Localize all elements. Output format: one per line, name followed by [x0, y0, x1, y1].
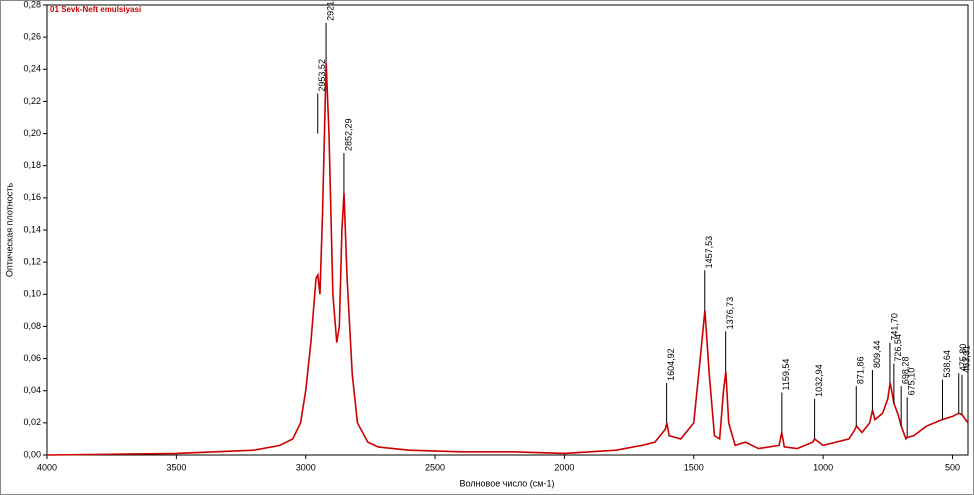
peak-label: 538,64: [942, 350, 952, 378]
y-tick-label: 0,14: [23, 224, 41, 234]
plot-area: [46, 4, 969, 456]
x-tick-label: 3500: [166, 462, 186, 472]
y-tick-label: 0,28: [23, 0, 41, 9]
x-tick-label: 4000: [37, 462, 57, 472]
y-tick-label: 0,22: [23, 96, 41, 106]
y-tick-label: 0,08: [23, 321, 41, 331]
x-tick-label: 1000: [813, 462, 833, 472]
peak-label: 1032,94: [814, 364, 824, 397]
peak-label: 726,54: [893, 334, 903, 362]
x-tick-label: 2000: [554, 462, 574, 472]
peak-label: 1376,73: [725, 297, 735, 330]
chart-title: 01 Sevk-Neft emulsiyasi: [50, 5, 141, 14]
y-tick-label: 0,24: [23, 64, 41, 74]
peak-label: 871,86: [856, 357, 866, 385]
y-tick-label: 0,00: [23, 449, 41, 459]
x-tick-label: 3000: [296, 462, 316, 472]
peak-label: 1457,53: [704, 236, 714, 269]
peak-label: 1159,54: [781, 359, 791, 391]
x-tick-label: 1500: [684, 462, 704, 472]
peak-label: 698,28: [901, 357, 911, 385]
y-tick-label: 0,02: [23, 417, 41, 427]
x-axis-label: Волновое число (см-1): [460, 478, 555, 488]
peak-label: 475,80: [958, 344, 968, 372]
y-tick-label: 0,10: [23, 289, 41, 299]
y-tick-label: 0,26: [23, 32, 41, 42]
spectrum-line: [46, 62, 969, 456]
peak-label: 463,31: [961, 345, 971, 373]
y-axis-label: Оптическая плотность: [4, 183, 14, 277]
peak-label: 2852,29: [343, 118, 353, 151]
y-tick-label: 0,12: [23, 257, 41, 267]
peak-label: 741,70: [889, 313, 899, 341]
peak-label: 809,44: [872, 340, 882, 368]
x-tick-label: 500: [945, 462, 960, 472]
y-tick-label: 0,18: [23, 160, 41, 170]
peak-label: 2921,33: [325, 0, 335, 21]
y-tick-label: 0,20: [23, 128, 41, 138]
y-tick-label: 0,06: [23, 353, 41, 363]
peak-label: 2953,52: [317, 59, 327, 92]
peak-label: 675,10: [907, 368, 917, 396]
y-tick-label: 0,04: [23, 385, 41, 395]
x-tick-label: 2500: [425, 462, 445, 472]
peak-label: 1604,92: [666, 348, 676, 381]
y-tick-label: 0,16: [23, 192, 41, 202]
